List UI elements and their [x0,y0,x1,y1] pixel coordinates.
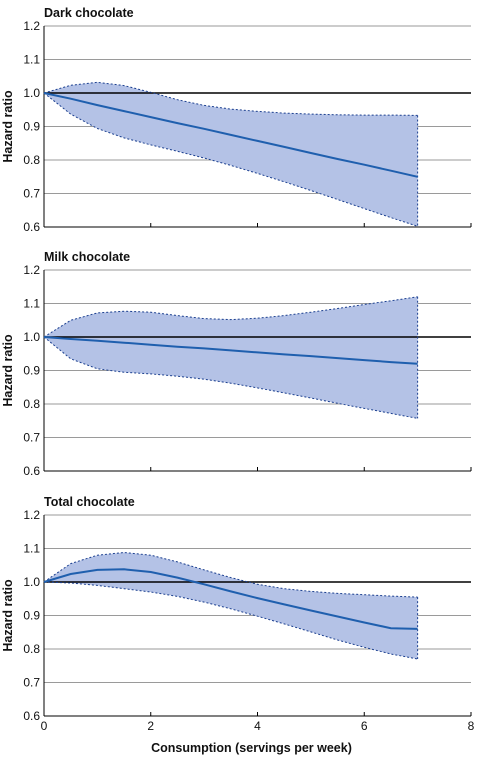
estimate-line [43,92,418,178]
confidence-band [44,82,418,227]
y-tick-label: 1.0 [23,330,40,344]
y-tick-label: 0.6 [23,220,40,234]
y-tick-label: 0.7 [23,676,40,690]
y-tick-label: 1.1 [23,53,40,67]
panel-title-milk: Milk chocolate [44,250,130,264]
panel-title-dark: Dark chocolate [44,6,134,20]
y-axis-title-dark: Hazard ratio [1,90,15,163]
panel-total: Total chocolate 0.6 0.7 0.8 0.9 1.0 1.1 1.2 [23,495,472,723]
upper-ci-line [43,551,418,598]
x-tick-label: 8 [468,719,475,733]
lower-ci-line [43,92,418,227]
y-tick-label: 0.8 [23,153,40,167]
confidence-band [44,296,418,419]
y-tick-label: 0.8 [23,642,40,656]
y-tick-label: 1.2 [23,19,40,33]
y-tick-label: 0.9 [23,120,40,134]
lower-ci-line [43,336,418,419]
panel-milk: Milk chocolate 0.6 0.7 0.8 0.9 1.0 1.1 1.2 [23,250,472,478]
estimate-line [43,336,418,365]
y-tick-label: 1.1 [23,542,40,556]
y-tick-label: 0.9 [23,609,40,623]
estimate-line [43,568,418,630]
x-tick-label: 4 [254,719,261,733]
y-tick-label: 1.0 [23,575,40,589]
y-tick-label: 0.6 [23,464,40,478]
x-axis-title: Consumption (servings per week) [151,741,352,755]
chart-panels: Dark chocolate0.60.70.80.91.01.11.2Milk … [23,6,472,723]
y-axis-title-milk: Hazard ratio [1,334,15,407]
y-tick-label: 1.0 [23,86,40,100]
lower-ci-line [43,581,418,660]
y-tick-label: 0.6 [23,709,40,723]
upper-ci-line [43,296,418,338]
y-tick-label: 0.8 [23,397,40,411]
y-tick-label: 0.9 [23,364,40,378]
y-axis-title-total: Hazard ratio [1,579,15,652]
x-tick-label: 2 [147,719,154,733]
confidence-band [44,552,418,659]
y-tick-label: 0.7 [23,431,40,445]
y-tick-label: 1.2 [23,263,40,277]
x-axis: 0 2 4 6 8 [41,719,475,733]
panel-dark: Dark chocolate 0.6 0.7 0.8 0.9 1.0 1.1 1.2 [23,6,472,234]
x-tick-label: 0 [41,719,48,733]
y-tick-label: 1.2 [23,508,40,522]
y-tick-label: 0.7 [23,187,40,201]
y-tick-label: 1.1 [23,297,40,311]
panel-title-total: Total chocolate [44,495,135,509]
x-tick-label: 6 [361,719,368,733]
